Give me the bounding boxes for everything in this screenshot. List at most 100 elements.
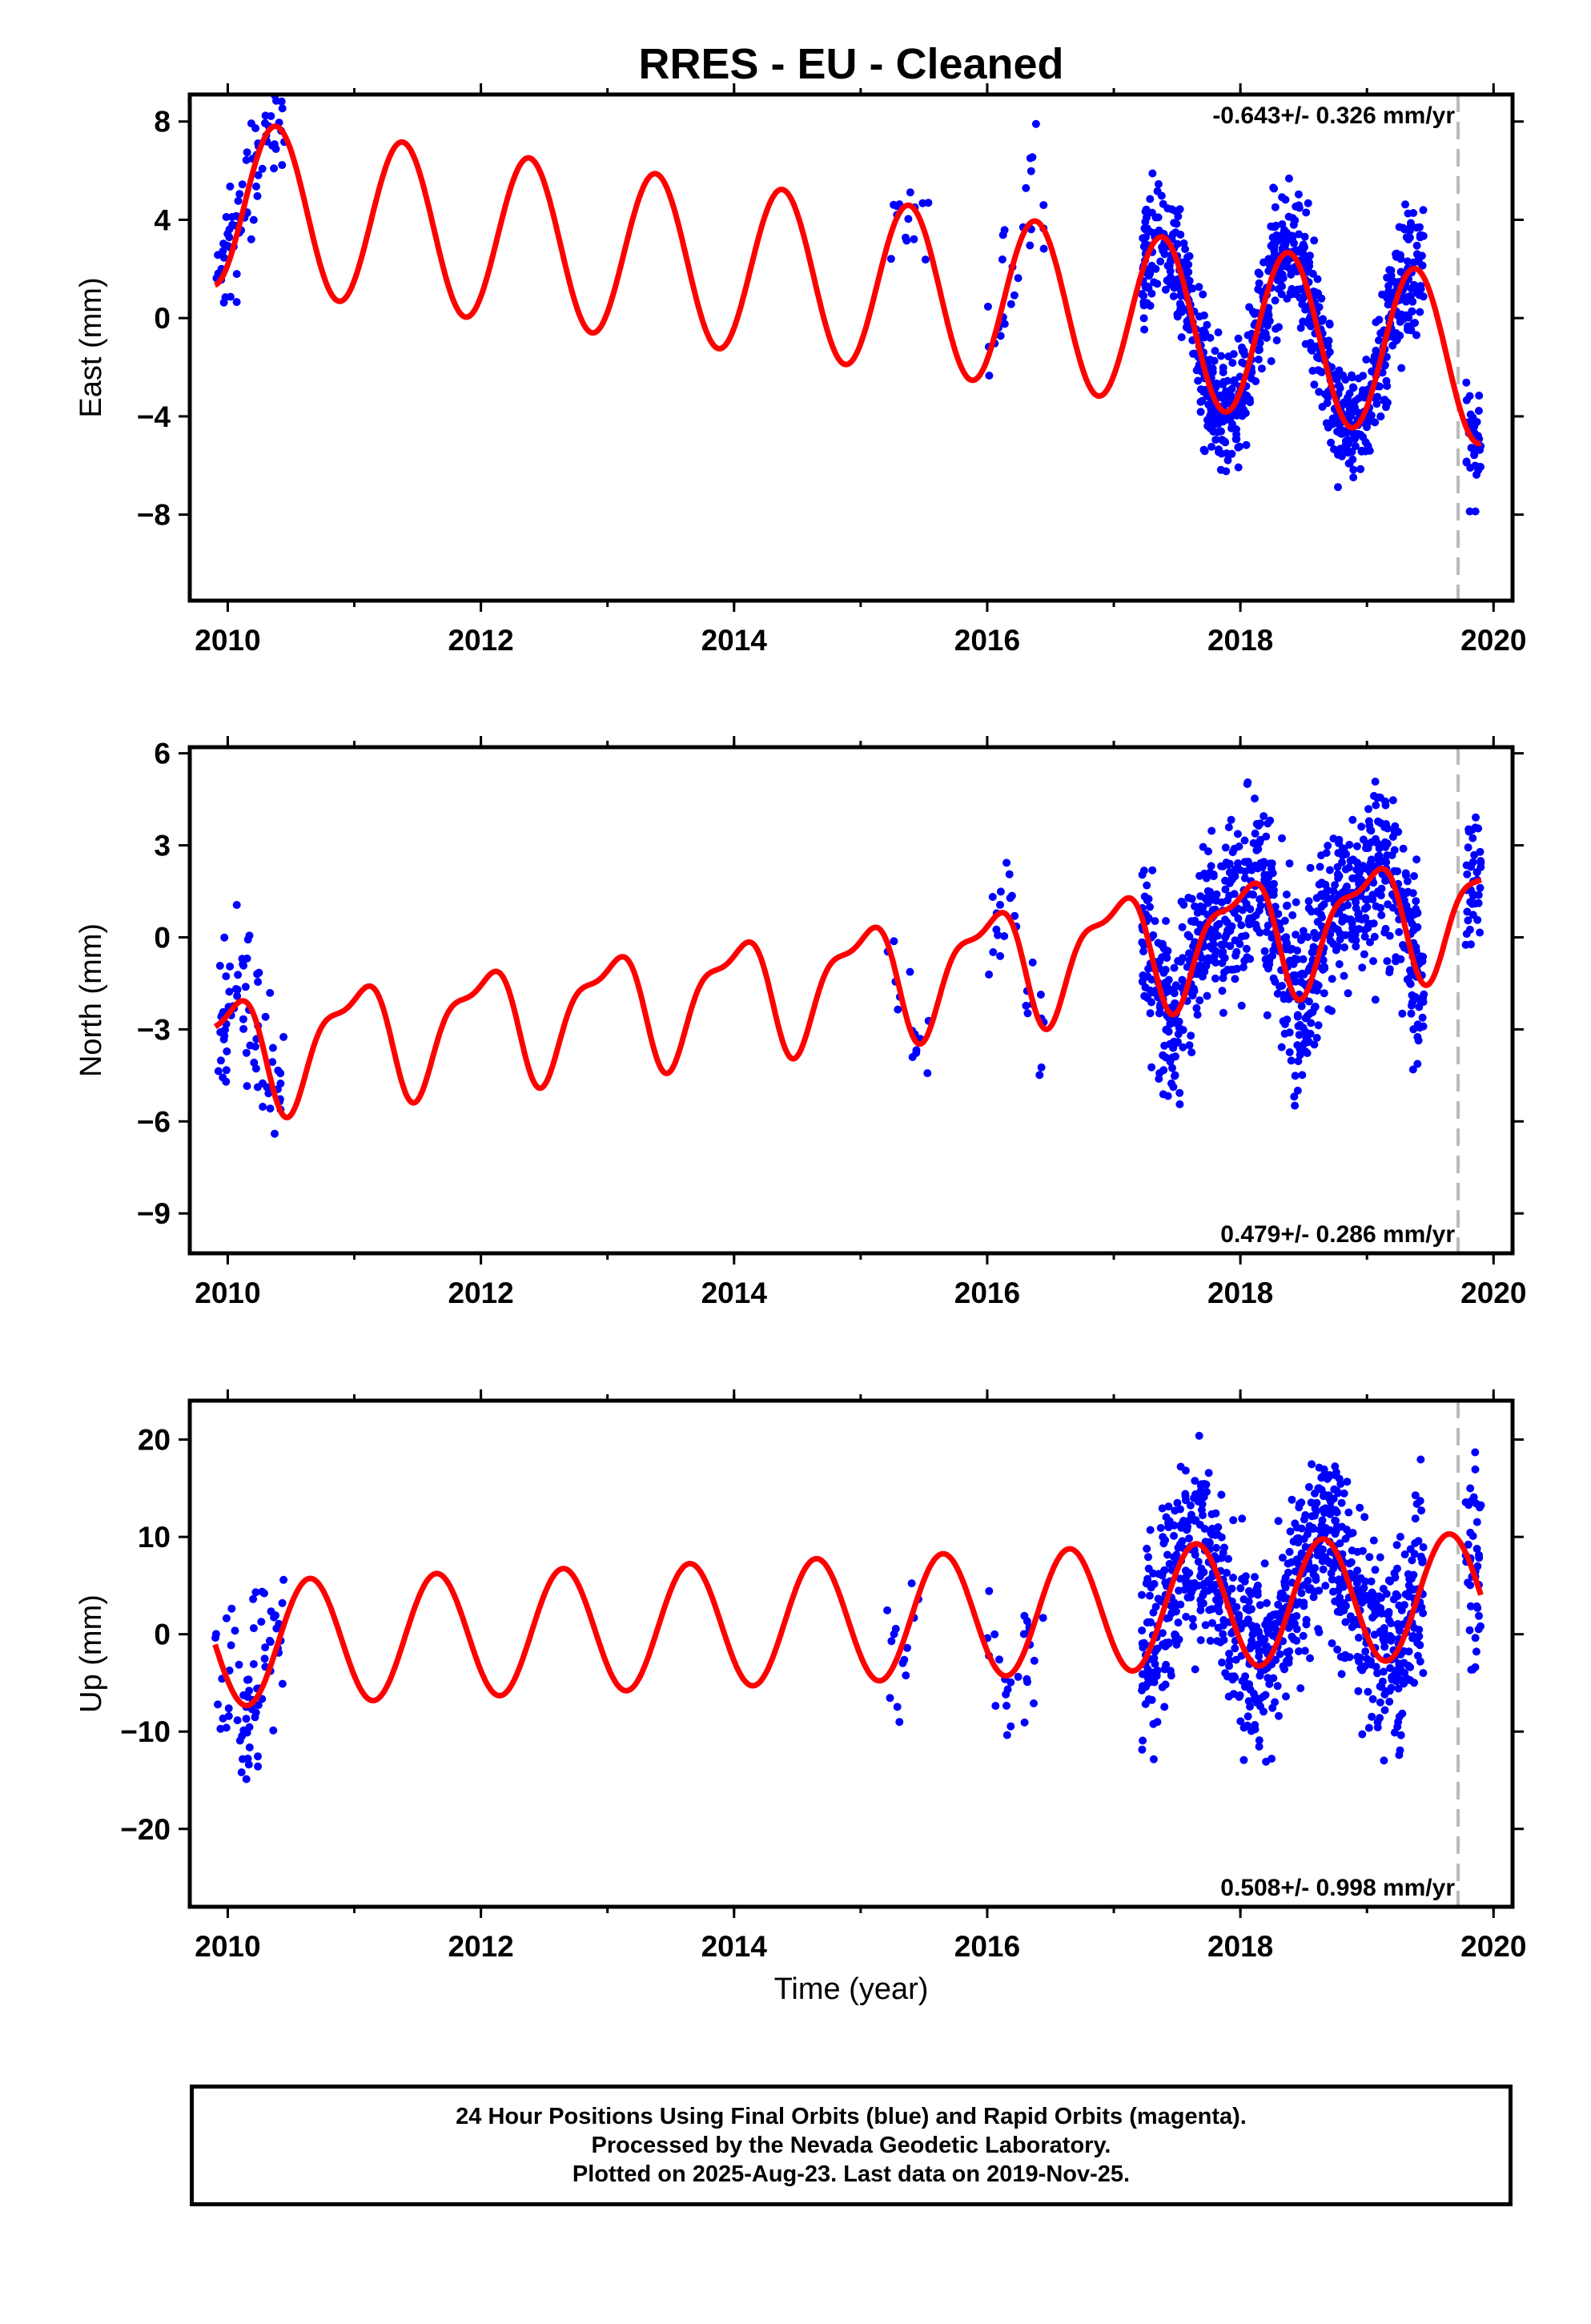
data-point xyxy=(1217,862,1225,870)
data-point xyxy=(1238,1677,1247,1686)
data-point xyxy=(1203,899,1212,907)
data-point xyxy=(1328,1007,1336,1015)
data-point xyxy=(1181,1566,1190,1575)
data-point xyxy=(1296,1051,1304,1059)
data-point xyxy=(1365,864,1374,873)
data-point xyxy=(1376,1698,1384,1707)
north-panel: 2010 2012 2014 2016 2018 2020 6 3 0 −3 −6 −9 North (… xyxy=(74,736,1526,1309)
data-point xyxy=(235,1660,243,1669)
data-point xyxy=(1140,325,1149,334)
data-point xyxy=(1236,1717,1245,1726)
data-point xyxy=(1171,1630,1179,1638)
data-point xyxy=(1416,1455,1425,1464)
data-point xyxy=(1419,1609,1428,1618)
data-point xyxy=(1160,1703,1169,1711)
data-point xyxy=(260,1655,269,1663)
data-point xyxy=(1366,938,1374,947)
data-point xyxy=(1377,911,1386,919)
data-point xyxy=(1372,400,1381,408)
data-point xyxy=(1299,249,1308,258)
data-point xyxy=(1470,451,1479,460)
data-point xyxy=(1333,1607,1342,1616)
data-point xyxy=(1223,449,1231,458)
data-point xyxy=(1466,410,1475,419)
data-point xyxy=(1312,980,1321,989)
y-tick-label: −9 xyxy=(137,1197,171,1230)
data-point xyxy=(1231,936,1239,945)
data-point xyxy=(1254,268,1263,277)
data-point xyxy=(1243,1712,1252,1721)
data-point xyxy=(1334,483,1342,492)
data-point xyxy=(1199,1579,1208,1588)
data-point xyxy=(1198,972,1207,981)
data-point xyxy=(1405,1574,1414,1583)
data-point xyxy=(1368,367,1376,376)
data-point xyxy=(1292,931,1300,939)
data-point xyxy=(1197,1480,1206,1489)
data-point xyxy=(1175,1574,1184,1583)
data-point xyxy=(1382,352,1391,361)
data-point xyxy=(1246,905,1255,914)
data-point xyxy=(1304,904,1313,913)
y-tick-label: −4 xyxy=(137,400,171,433)
data-point xyxy=(1239,963,1247,971)
data-point xyxy=(1166,279,1175,288)
data-point xyxy=(1254,355,1263,364)
data-point xyxy=(1203,991,1211,1000)
data-point xyxy=(1199,903,1207,912)
data-point xyxy=(907,1579,916,1588)
data-point xyxy=(1310,1040,1319,1049)
data-point xyxy=(1146,195,1155,203)
data-point xyxy=(1145,227,1154,236)
data-point xyxy=(1400,1659,1408,1667)
data-point xyxy=(1251,1693,1260,1702)
data-point xyxy=(1218,436,1226,444)
data-point xyxy=(1314,1625,1323,1634)
data-point xyxy=(1332,1468,1340,1477)
data-point xyxy=(1175,1586,1183,1595)
data-point xyxy=(245,1743,254,1751)
data-point xyxy=(1369,957,1377,966)
data-point xyxy=(1383,957,1392,966)
data-point xyxy=(1329,1564,1338,1573)
data-point xyxy=(1364,1723,1373,1732)
data-point xyxy=(1179,900,1188,909)
data-point xyxy=(1223,456,1232,464)
data-point xyxy=(1308,367,1317,375)
data-point xyxy=(1279,274,1288,283)
data-point xyxy=(886,1694,894,1703)
data-point xyxy=(1206,1636,1215,1645)
data-point xyxy=(1292,202,1300,211)
data-point xyxy=(1232,1602,1241,1611)
data-point xyxy=(266,1638,275,1647)
data-point xyxy=(1299,1631,1308,1640)
data-point xyxy=(1191,902,1199,911)
data-point xyxy=(1138,1745,1147,1754)
data-point xyxy=(1207,862,1215,870)
data-point xyxy=(1252,920,1260,929)
data-point xyxy=(1237,1001,1246,1010)
data-point xyxy=(1406,1545,1415,1554)
data-point xyxy=(1206,424,1215,432)
data-point xyxy=(1226,942,1235,951)
data-point xyxy=(1358,1585,1367,1594)
data-point xyxy=(266,1104,275,1113)
data-point xyxy=(1215,445,1223,454)
data-point xyxy=(1306,339,1315,348)
data-point xyxy=(1384,1616,1393,1625)
data-point xyxy=(1314,1484,1323,1493)
data-point xyxy=(1223,896,1231,905)
data-point xyxy=(1463,907,1472,916)
data-point xyxy=(1266,816,1275,825)
data-point xyxy=(233,1716,242,1725)
data-point xyxy=(1466,1528,1475,1537)
data-point xyxy=(1146,986,1155,995)
data-point xyxy=(1219,1630,1227,1638)
data-point xyxy=(1400,896,1408,905)
data-point xyxy=(1308,1460,1316,1469)
data-point xyxy=(1300,1602,1308,1610)
data-point xyxy=(1328,1639,1336,1647)
data-point xyxy=(1139,314,1148,323)
data-point xyxy=(1165,1559,1174,1568)
